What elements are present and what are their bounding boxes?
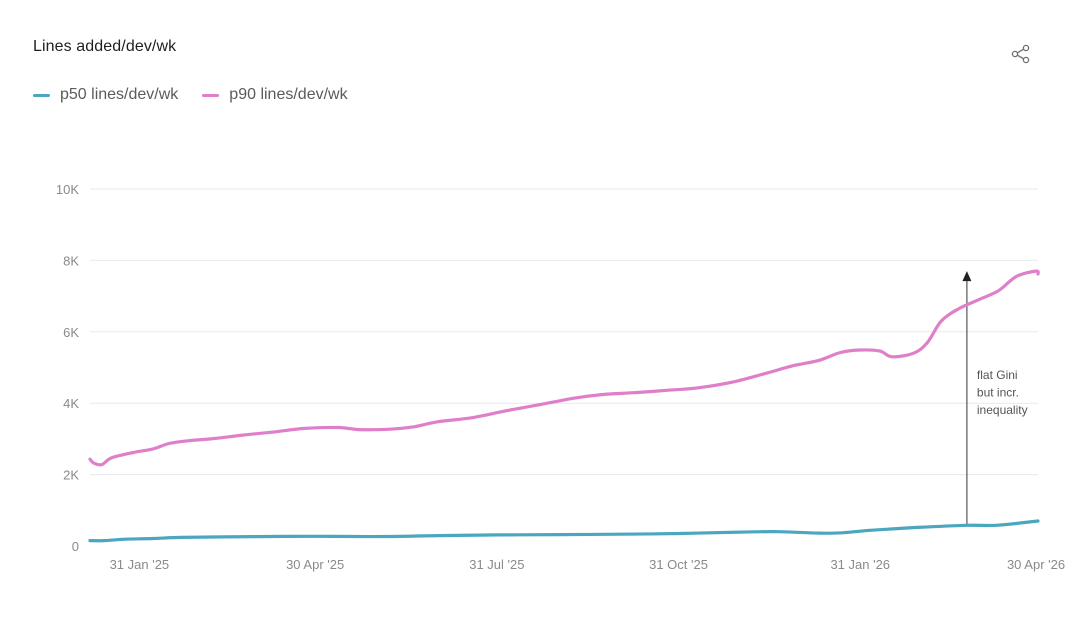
legend-item-p50[interactable]: p50 lines/dev/wk: [33, 86, 178, 104]
legend-item-p90[interactable]: p90 lines/dev/wk: [202, 86, 348, 104]
share-button[interactable]: [1010, 43, 1032, 65]
series-line-p50: [88, 519, 1040, 543]
x-tick-label: 30 Apr '26: [1007, 557, 1065, 572]
y-tick-label: 10K: [56, 182, 79, 197]
y-tick-label: 2K: [63, 468, 79, 483]
x-tick-label: 31 Jul '25: [469, 557, 524, 572]
legend-label-p50: p50 lines/dev/wk: [60, 86, 179, 103]
y-tick-label: 8K: [63, 253, 79, 268]
y-tick-label: 4K: [63, 396, 79, 411]
annotation-arrowhead: [962, 271, 972, 282]
legend-label-p90: p90 lines/dev/wk: [229, 86, 348, 103]
y-tick-label: 0: [72, 539, 79, 554]
legend-swatch-p90: [202, 93, 220, 97]
annotation-text: flat Gini: [977, 368, 1018, 382]
x-tick-label: 31 Oct '25: [649, 557, 708, 572]
chart-title: Lines added/dev/wk: [33, 38, 177, 55]
series-line-p90: [88, 269, 1040, 467]
annotation-text: but incr.: [977, 386, 1019, 400]
x-tick-label: 31 Jan '25: [110, 557, 170, 572]
x-tick-label: 31 Jan '26: [830, 557, 890, 572]
share-icon: [1011, 44, 1030, 64]
x-tick-label: 30 Apr '25: [286, 557, 344, 572]
y-tick-label: 6K: [63, 325, 79, 340]
annotation-text: inequality: [977, 403, 1028, 417]
legend-swatch-p50: [33, 93, 50, 97]
chart-legend: p50 lines/dev/wk p90 lines/dev/wk: [33, 86, 348, 104]
